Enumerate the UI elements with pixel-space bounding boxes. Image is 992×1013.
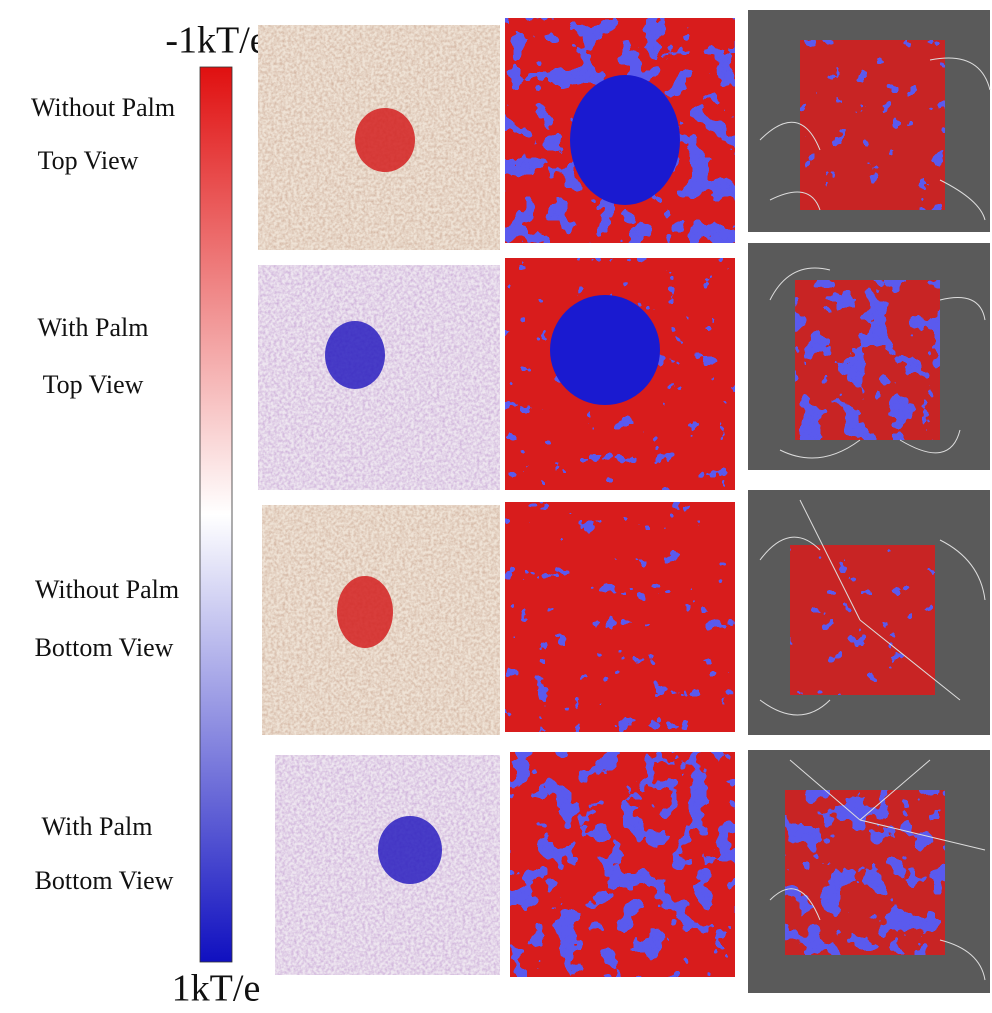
row-label: Bottom View bbox=[35, 633, 174, 662]
membrane-panel bbox=[275, 755, 500, 975]
surface-panel bbox=[505, 502, 735, 732]
field-panel bbox=[748, 10, 990, 232]
colorbar-bottom-label: 1kT/e bbox=[172, 968, 261, 1010]
membrane-panel bbox=[262, 505, 500, 735]
row-label: Bottom View bbox=[35, 866, 174, 895]
surface-panel bbox=[505, 258, 735, 490]
row-label: Top View bbox=[38, 146, 139, 175]
row-label: With Palm bbox=[38, 313, 149, 342]
figure: -1kT/e 1kT/e Without Palm Top View With … bbox=[0, 0, 992, 1013]
row-label: With Palm bbox=[42, 812, 153, 841]
surface-panel bbox=[510, 752, 735, 977]
membrane-panel bbox=[258, 265, 500, 490]
row-label: Without Palm bbox=[35, 575, 179, 604]
field-panel bbox=[748, 490, 990, 735]
row-label: Top View bbox=[43, 370, 144, 399]
field-panel bbox=[748, 750, 990, 993]
colorbar bbox=[200, 67, 232, 962]
row-label: Without Palm bbox=[31, 93, 175, 122]
colorbar-top-label: -1kT/e bbox=[165, 20, 266, 62]
membrane-panel bbox=[258, 25, 500, 250]
field-panel bbox=[748, 243, 990, 470]
surface-panel bbox=[505, 18, 735, 243]
